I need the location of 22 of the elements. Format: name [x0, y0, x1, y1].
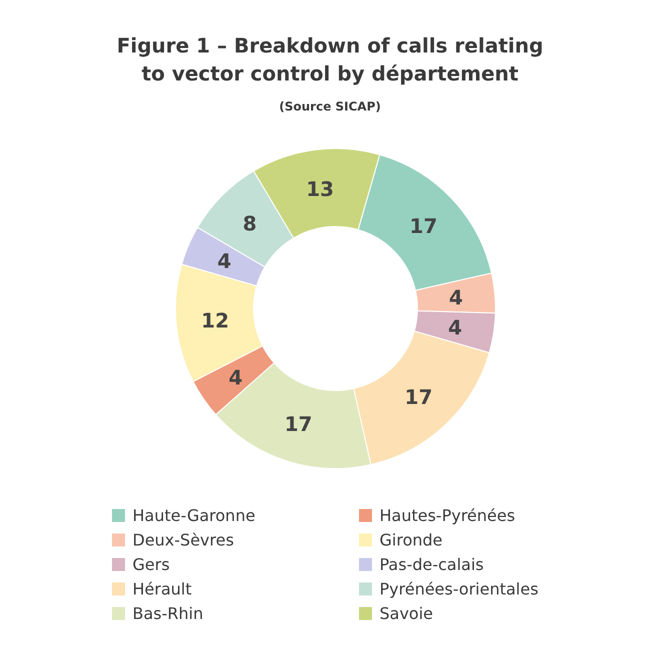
- data-label: 17: [410, 214, 438, 238]
- legend-label: Hérault: [132, 580, 192, 598]
- data-label: 12: [201, 308, 229, 333]
- legend-label: Savoie: [380, 604, 434, 623]
- legend-label: Haute-Garonne: [132, 506, 256, 525]
- data-label: 4: [217, 249, 232, 274]
- legend-label: Deux-Sèvres: [132, 530, 234, 550]
- legend-label: Bas-Rhin: [132, 604, 204, 623]
- data-label: 17: [404, 384, 432, 409]
- data-label: 4: [448, 316, 462, 340]
- data-label: 17: [284, 412, 312, 436]
- data-label: 4: [228, 365, 243, 390]
- legend-label: Hautes-Pyrénées: [380, 506, 516, 525]
- legend-label: Gironde: [380, 530, 442, 550]
- chart-title: Figure 1 – Breakdown of calls relating to vector control by département: [116, 34, 544, 86]
- data-label: 4: [448, 285, 463, 310]
- chart-subtitle: (Source SICAP): [279, 100, 381, 114]
- legend-label: Pas-de-calais: [380, 555, 484, 574]
- data-label: 8: [242, 212, 257, 236]
- legend-label: Gers: [132, 555, 170, 574]
- data-label: 13: [306, 176, 334, 201]
- legend-label: Pyrénées-orientales: [380, 580, 538, 598]
